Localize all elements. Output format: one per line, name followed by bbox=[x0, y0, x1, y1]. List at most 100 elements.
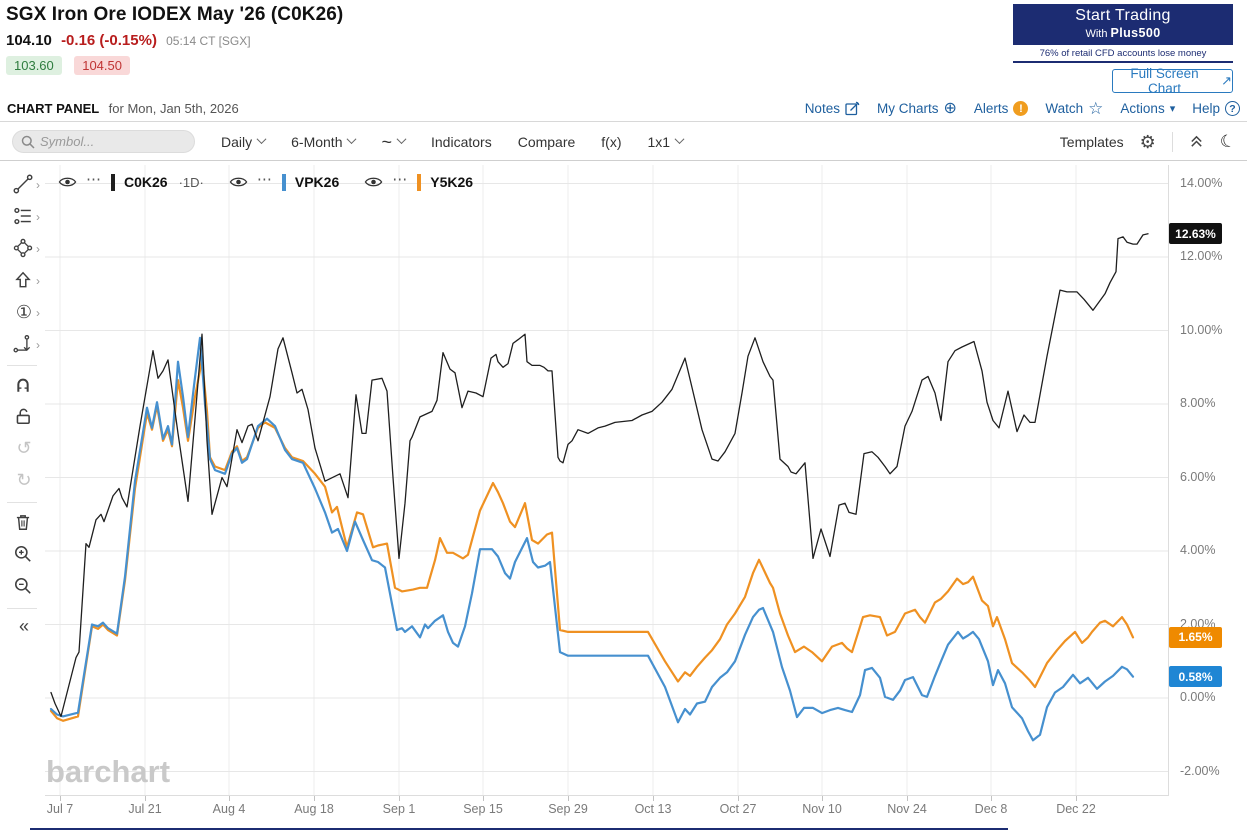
period-dropdown[interactable]: Daily bbox=[221, 133, 267, 150]
shapes-tool[interactable] bbox=[13, 238, 35, 260]
alerts-link[interactable]: Alerts ! bbox=[974, 101, 1029, 116]
price-tag-Y5K26: 1.65% bbox=[1169, 626, 1222, 648]
notes-link[interactable]: Notes bbox=[805, 101, 860, 116]
x-axis-label: Nov 24 bbox=[872, 796, 942, 816]
external-link-arrow-icon: ↗ bbox=[1221, 73, 1232, 88]
series-color-bar bbox=[111, 173, 115, 191]
y-axis-label: 8.00% bbox=[1180, 396, 1216, 410]
caret-down-icon: ▾ bbox=[1169, 103, 1176, 115]
barchart-watermark: barchart bbox=[46, 754, 171, 789]
x-axis-label: Dec 8 bbox=[956, 796, 1026, 816]
plus500-ad-banner[interactable]: Start Trading With Plus500 76% of retail… bbox=[1013, 4, 1233, 63]
y-axis-border bbox=[1168, 165, 1169, 796]
visibility-eye-icon[interactable] bbox=[58, 176, 77, 188]
bid-price-chip: 103.60 bbox=[6, 56, 62, 75]
ad-headline: Start Trading bbox=[1075, 7, 1171, 24]
dark-mode-moon-icon[interactable]: ☾ bbox=[1217, 130, 1238, 153]
panel-title: CHART PANEL bbox=[7, 100, 100, 116]
watch-link[interactable]: Watch ☆ bbox=[1045, 99, 1104, 118]
bottom-ad-edge bbox=[30, 828, 1008, 830]
page-title: SGX Iron Ore IODEX May '26 (C0K26) bbox=[6, 4, 344, 25]
visibility-eye-icon[interactable] bbox=[229, 176, 248, 188]
settings-gear-icon[interactable]: ⚙ bbox=[1139, 131, 1156, 152]
y-axis-label: 0.00% bbox=[1180, 690, 1216, 704]
full-screen-chart-button[interactable]: Full Screen Chart ↗ bbox=[1112, 66, 1233, 96]
rail-separator bbox=[7, 365, 37, 366]
indicators-button[interactable]: Indicators bbox=[431, 133, 492, 150]
measure-expand-arrow[interactable]: › bbox=[36, 338, 40, 352]
x-axis[interactable]: Jul 7 Jul 21 Aug 4 Aug 18 Sep 1 Sep 15 Sep 29 O… bbox=[45, 795, 1168, 823]
symbol-search[interactable] bbox=[12, 130, 195, 153]
fx-button[interactable]: f(x) bbox=[601, 133, 622, 150]
series-interval: ·1D· bbox=[178, 174, 204, 190]
chart-area: › › › › ① › › ↺ bbox=[0, 162, 1247, 830]
zoom-in-button[interactable] bbox=[13, 544, 35, 566]
price-tag-VPK26: 0.58% bbox=[1169, 666, 1222, 688]
fibonacci-tool[interactable] bbox=[13, 206, 35, 228]
annotation-expand-arrow[interactable]: › bbox=[36, 306, 40, 320]
collapse-rail-button[interactable]: « bbox=[13, 616, 35, 638]
series-symbol: VPK26 bbox=[294, 174, 340, 190]
fibonacci-expand-arrow[interactable]: › bbox=[36, 210, 40, 224]
zoom-out-button[interactable] bbox=[13, 576, 35, 598]
x-axis-label: Aug 18 bbox=[279, 796, 349, 816]
chevron-down-icon bbox=[256, 133, 267, 144]
add-chart-icon: ⊕ bbox=[943, 99, 957, 117]
x-axis-label: Aug 4 bbox=[194, 796, 264, 816]
annotation-tool[interactable]: ① bbox=[13, 302, 35, 324]
toolbar-divider bbox=[1171, 131, 1173, 152]
chevron-down-icon bbox=[347, 133, 357, 144]
series-line-VPK26 bbox=[49, 336, 1135, 742]
undo-button[interactable]: ↺ bbox=[13, 438, 35, 460]
y-axis-label: 6.00% bbox=[1180, 469, 1216, 484]
symbol-search-input[interactable] bbox=[40, 131, 190, 152]
ask-price-chip: 104.50 bbox=[74, 56, 130, 75]
plus500-logo: Plus500 bbox=[1110, 26, 1161, 40]
series-options-icon[interactable]: ⋯ bbox=[392, 171, 409, 188]
y-axis[interactable]: 14.00% 12.00% 10.00% 8.00% 6.00% 4.00% 2.00% 0.… bbox=[1180, 162, 1245, 802]
ad-subline: With Plus500 bbox=[1085, 26, 1161, 40]
line-style-dropdown[interactable]: ~ bbox=[381, 131, 407, 152]
series-line-C0K26 bbox=[50, 233, 1149, 718]
magnet-mode-button[interactable] bbox=[13, 374, 35, 396]
grid-layout-dropdown[interactable]: 1x1 bbox=[648, 134, 685, 150]
trendline-expand-arrow[interactable]: › bbox=[36, 178, 40, 192]
x-axis-label: Sep 15 bbox=[448, 796, 518, 816]
redo-button[interactable]: ↻ bbox=[13, 470, 35, 492]
delete-drawings-button[interactable] bbox=[13, 512, 35, 534]
range-dropdown[interactable]: 6-Month bbox=[291, 133, 357, 150]
arrow-expand-arrow[interactable]: › bbox=[36, 274, 40, 288]
templates-button[interactable]: Templates bbox=[1059, 133, 1124, 150]
price-tag-C0K26: 12.63% bbox=[1169, 223, 1222, 245]
visibility-eye-icon[interactable] bbox=[364, 176, 383, 188]
shapes-expand-arrow[interactable]: › bbox=[36, 242, 40, 256]
chart-toolbar: Daily 6-Month ~ Indicators Compare f(x) … bbox=[0, 123, 1247, 161]
arrow-marker-tool[interactable] bbox=[13, 270, 35, 292]
my-charts-link[interactable]: My Charts ⊕ bbox=[876, 99, 957, 117]
ad-disclaimer: 76% of retail CFD accounts lose money bbox=[1013, 45, 1233, 61]
collapse-up-icon[interactable] bbox=[1189, 134, 1204, 149]
line-style-icon: ~ bbox=[381, 131, 392, 152]
y-axis-label: 12.00% bbox=[1180, 249, 1223, 263]
measure-tool[interactable] bbox=[13, 334, 35, 356]
series-symbol: C0K26 bbox=[124, 174, 168, 190]
series-options-icon[interactable]: ⋯ bbox=[256, 171, 273, 188]
y-axis-label: 14.00% bbox=[1180, 175, 1223, 190]
compare-button[interactable]: Compare bbox=[517, 133, 576, 150]
help-question-icon: ? bbox=[1225, 101, 1240, 116]
x-axis-label: Jul 7 bbox=[25, 796, 95, 816]
y-axis-label: -2.00% bbox=[1180, 763, 1220, 778]
trendline-tool[interactable] bbox=[13, 174, 35, 196]
panel-date: for Mon, Jan 5th, 2026 bbox=[108, 100, 239, 116]
x-axis-label: Sep 29 bbox=[533, 796, 603, 816]
x-axis-label: Nov 10 bbox=[787, 796, 857, 816]
series-options-icon[interactable]: ⋯ bbox=[86, 171, 102, 188]
help-link[interactable]: Help ? bbox=[1192, 101, 1240, 116]
rail-separator bbox=[7, 502, 37, 503]
unlock-drawings-button[interactable] bbox=[13, 406, 35, 428]
price-chart-plot[interactable] bbox=[45, 165, 1168, 795]
actions-menu[interactable]: Actions ▾ bbox=[1120, 101, 1176, 116]
chart-panel-bar: CHART PANEL for Mon, Jan 5th, 2026 Notes… bbox=[0, 96, 1247, 122]
price-change: -0.16 (-0.15%) bbox=[61, 32, 157, 49]
series-symbol: Y5K26 bbox=[430, 174, 474, 190]
